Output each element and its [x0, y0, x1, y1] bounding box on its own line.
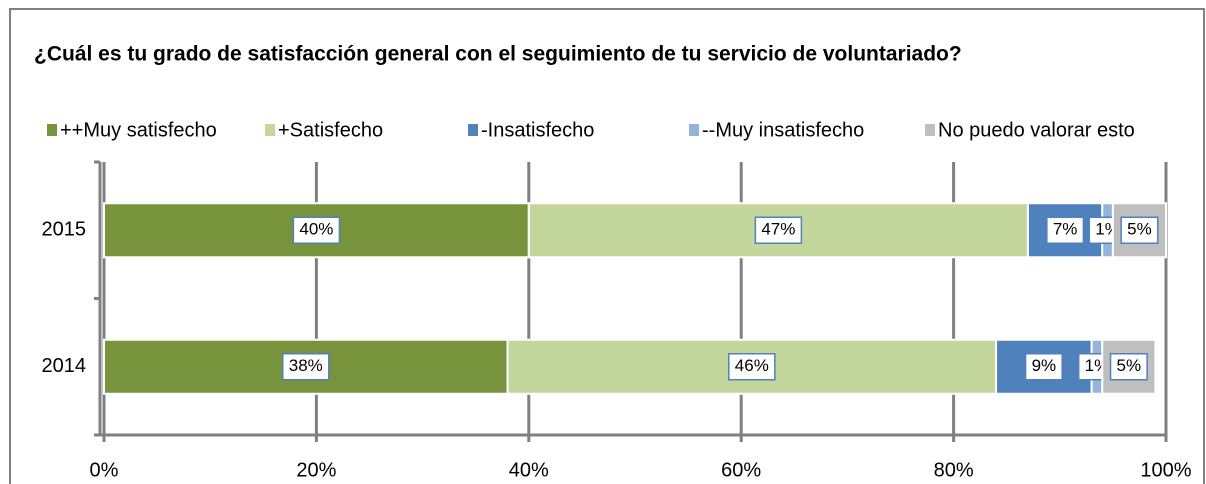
data-label: 7% — [1053, 220, 1078, 239]
data-label-box — [1024, 353, 1063, 381]
x-tick-label: 60% — [721, 459, 761, 481]
data-label: 9% — [1032, 356, 1057, 375]
data-label: 5% — [1117, 356, 1142, 375]
data-label-box — [282, 353, 330, 381]
legend-label: +Satisfecho — [278, 119, 383, 141]
legend-swatch — [265, 124, 275, 136]
data-label-box — [1046, 216, 1085, 244]
data-label-box — [1109, 353, 1148, 381]
legend-label: --Muy insatisfecho — [702, 119, 864, 141]
legend-swatch — [925, 124, 935, 136]
data-label: 38% — [289, 356, 323, 375]
x-tick-label: 20% — [296, 459, 336, 481]
data-label-box — [728, 353, 776, 381]
y-tick-label: 2014 — [42, 355, 87, 377]
data-label-box — [754, 216, 803, 244]
data-label: 47% — [761, 220, 795, 239]
data-label-box — [1120, 216, 1159, 244]
data-label: 5% — [1127, 220, 1152, 239]
y-tick-label: 2015 — [42, 219, 87, 241]
legend-swatch — [689, 124, 699, 136]
x-tick-label: 40% — [509, 459, 549, 481]
legend-swatch — [47, 124, 57, 136]
legend-swatch — [468, 124, 478, 136]
x-tick-label: 100% — [1140, 459, 1191, 481]
legend-label: No puedo valorar esto — [938, 119, 1135, 141]
data-label: 46% — [735, 356, 769, 375]
x-tick-label: 0% — [90, 459, 119, 481]
chart-border — [9, 8, 1205, 484]
x-tick-label: 80% — [934, 459, 974, 481]
data-label-box — [292, 216, 341, 244]
data-label: 40% — [299, 220, 333, 239]
legend-label: -Insatisfecho — [481, 119, 594, 141]
chart-title: ¿Cuál es tu grado de satisfacción genera… — [34, 43, 962, 66]
legend-label: ++Muy satisfecho — [60, 119, 217, 141]
